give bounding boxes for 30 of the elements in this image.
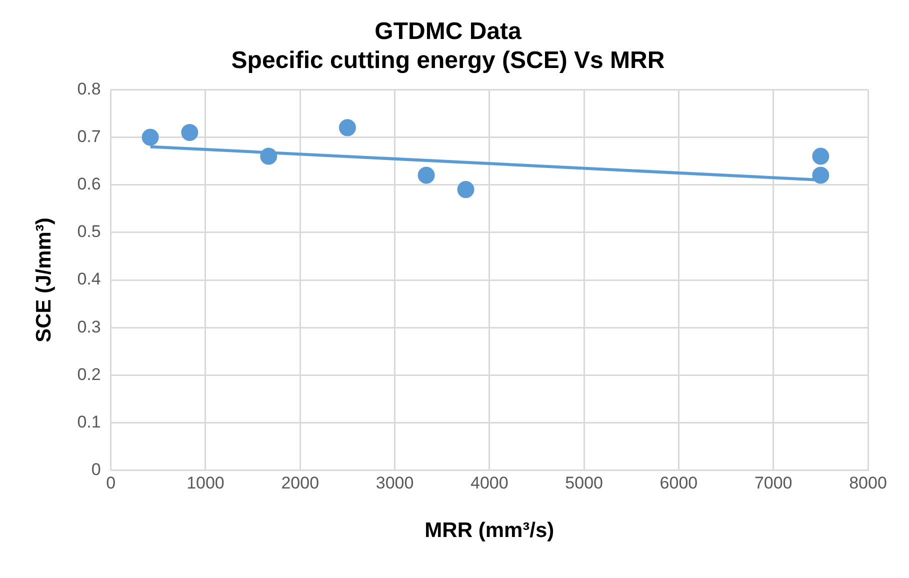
x-tick-label: 7000 bbox=[754, 473, 792, 492]
y-tick-label: 0.3 bbox=[77, 317, 101, 336]
y-tick-label: 0.1 bbox=[77, 412, 101, 432]
point bbox=[812, 166, 830, 184]
point bbox=[260, 148, 278, 165]
x-tick-label: 3000 bbox=[376, 473, 414, 492]
text: GTDMC Data bbox=[374, 18, 522, 46]
x-axis-title: MRR (mm³/s) bbox=[424, 519, 554, 542]
x-tick-label: 5000 bbox=[565, 473, 603, 492]
y-tick-label: 0 bbox=[91, 460, 101, 480]
y-axis-title: SCE (J/mm³) bbox=[32, 218, 56, 342]
y-tick-label: 0.5 bbox=[77, 222, 101, 242]
x-tick-label: 6000 bbox=[660, 473, 698, 492]
y-tick-label: 0.4 bbox=[77, 270, 101, 289]
x-tick-label: 4000 bbox=[470, 473, 508, 492]
point bbox=[338, 119, 356, 136]
point bbox=[418, 166, 435, 184]
point bbox=[812, 148, 830, 165]
y-tick-label: 0.6 bbox=[77, 174, 101, 194]
y-tick-label: 0.8 bbox=[77, 79, 101, 98]
point bbox=[142, 128, 159, 146]
text: Specific cutting energy (SCE) Vs MRR bbox=[231, 46, 665, 74]
y-tick-label: 0.7 bbox=[77, 126, 101, 146]
x-tick-label: 1000 bbox=[186, 473, 224, 492]
point bbox=[457, 181, 474, 198]
point bbox=[181, 124, 198, 141]
x-tick-label: 2000 bbox=[281, 473, 320, 492]
y-tick-label: 0.2 bbox=[77, 364, 101, 384]
x-tick-label: 0 bbox=[106, 473, 116, 492]
x-tick-label: 8000 bbox=[849, 473, 887, 492]
